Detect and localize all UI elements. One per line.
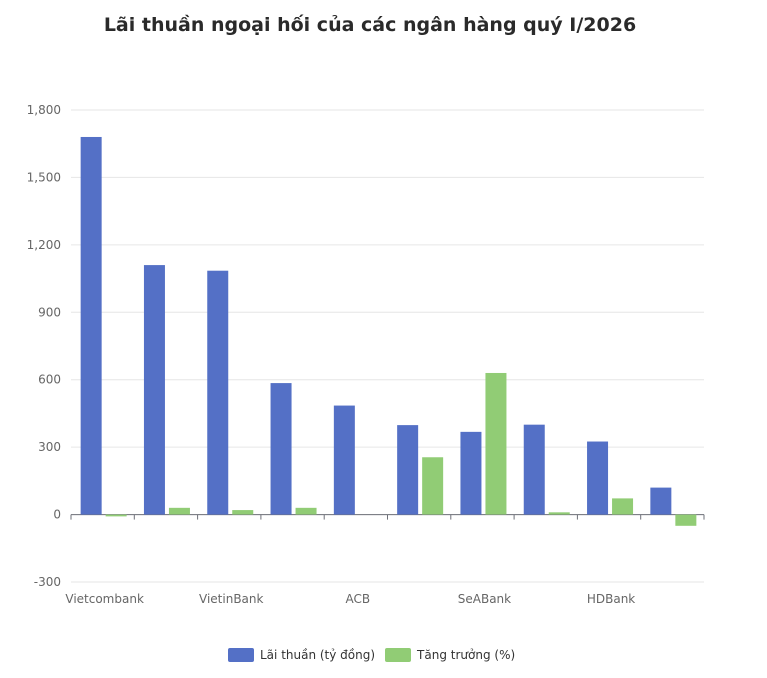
y-tick-label: 900 <box>38 305 61 319</box>
y-tick-label: 0 <box>53 508 61 522</box>
x-tick-label: Vietcombank <box>65 592 144 606</box>
y-tick-label: 300 <box>38 440 61 454</box>
legend-swatch-lai-thuan <box>228 648 254 662</box>
y-tick-label: -300 <box>34 575 61 589</box>
bar-lai-thuan <box>207 270 229 515</box>
bar-lai-thuan <box>587 441 609 515</box>
bar-lai-thuan <box>523 424 545 515</box>
legend-swatch-tang-truong <box>385 648 412 662</box>
x-tick-label: SeABank <box>458 592 511 606</box>
bar-tang-truong <box>612 498 634 515</box>
bar-lai-thuan <box>80 136 102 515</box>
legend-label-lai-thuan: Lãi thuần (tỷ đồng) <box>260 648 376 662</box>
x-tick-label: ACB <box>346 592 371 606</box>
bar-lai-thuan <box>143 265 165 515</box>
bar-tang-truong <box>232 510 254 515</box>
bar-tang-truong <box>422 457 444 515</box>
x-tick-label: VietinBank <box>199 592 263 606</box>
bar-tang-truong <box>295 507 317 515</box>
bar-lai-thuan <box>650 487 672 515</box>
bar-tang-truong <box>105 514 127 517</box>
legend-item-tang-truong[interactable]: Tăng trưởng (%) <box>385 648 515 662</box>
bar-lai-thuan <box>333 405 355 515</box>
bar-tang-truong <box>548 512 570 515</box>
bar-lai-thuan <box>460 431 482 515</box>
y-tick-label: 600 <box>38 373 61 387</box>
bar-chart: 1,800 1,500 1,200 900 600 300 0 -300 Vietcombank… <box>27 103 705 606</box>
y-tick-label: 1,200 <box>27 238 61 252</box>
chart-title: Lãi thuần ngoại hối của các ngân hàng qu… <box>103 14 637 36</box>
bar-lai-thuan <box>397 425 419 515</box>
legend: Lãi thuần (tỷ đồng) Tăng trưởng (%) <box>228 648 515 662</box>
bar-tang-truong <box>485 372 507 515</box>
y-tick-label: 1,800 <box>27 103 61 117</box>
x-tick-label: HDBank <box>587 592 635 606</box>
legend-item-lai-thuan[interactable]: Lãi thuần (tỷ đồng) <box>228 648 375 662</box>
bar-tang-truong <box>168 507 190 515</box>
bar-tang-truong <box>675 514 697 526</box>
y-tick-label: 1,500 <box>27 170 61 184</box>
bar-lai-thuan <box>270 383 292 515</box>
legend-label-tang-truong: Tăng trưởng (%) <box>417 648 516 662</box>
